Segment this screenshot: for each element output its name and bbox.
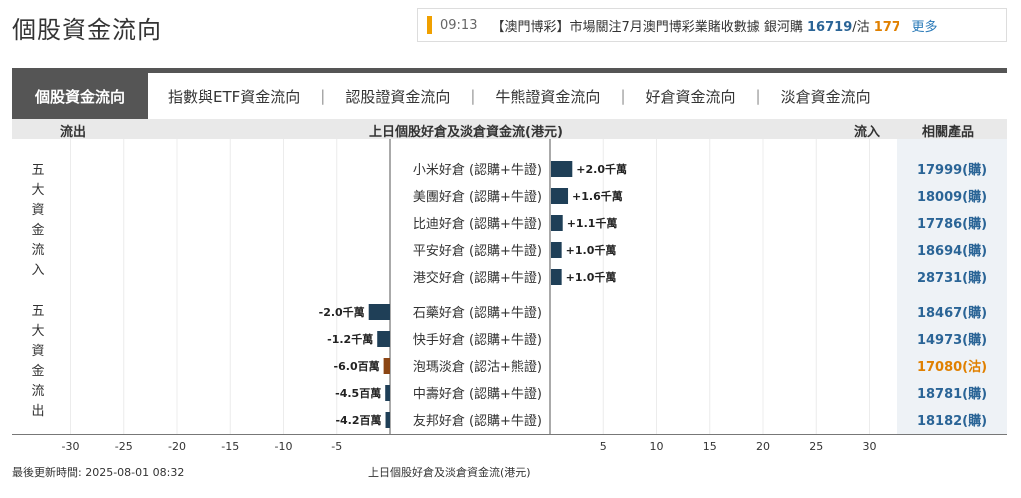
ticker-headline-prefix: 【澳門博彩】市場關注7月澳門博彩業賭收數據 銀河購	[491, 19, 808, 35]
x-tick-label: -30	[62, 440, 80, 453]
side-label-top-inflow: 五大資金流入	[31, 163, 45, 278]
header-outflow: 流出	[60, 125, 87, 140]
x-tick-label: 5	[600, 440, 607, 453]
outflow-bar[interactable]	[385, 412, 390, 428]
value-label: -2.0千萬	[319, 305, 365, 319]
related-product-link[interactable]: 18467(購)	[917, 305, 987, 321]
ticker-time: 09:13	[440, 17, 478, 33]
last-updated: 最後更新時間: 2025-08-01 08:32	[12, 466, 185, 479]
tab-separator: |	[320, 87, 326, 105]
outflow-bar[interactable]	[377, 331, 390, 347]
value-label: +1.0千萬	[566, 243, 617, 257]
related-product-link[interactable]: 14973(購)	[917, 332, 987, 348]
x-tick-label: 10	[650, 440, 664, 453]
category-label: 中壽好倉 (認購+牛證)	[413, 386, 542, 402]
ticker-headline-mid: /沽	[852, 19, 874, 35]
flow-chart: 小米好倉 (認購+牛證) +2.0千萬 17999(購) 美團好倉 (認購+牛證) +1…	[70, 139, 987, 435]
header-related-products: 相關產品	[922, 125, 975, 140]
ticker-accent-bar	[427, 16, 432, 34]
x-tick-label: -15	[221, 440, 239, 453]
category-label: 小米好倉 (認購+牛證)	[413, 162, 542, 178]
value-label: +2.0千萬	[576, 162, 627, 176]
related-product-link[interactable]: 18694(購)	[917, 243, 987, 259]
tab-bar: 個股資金流向 指數與ETF資金流向 | 認股證資金流向 | 牛熊證資金流向 | …	[12, 73, 1007, 119]
x-tick-label: 20	[756, 440, 770, 453]
related-product-link[interactable]: 18781(購)	[917, 386, 987, 402]
inflow-bar[interactable]	[551, 242, 562, 258]
ticker-headline[interactable]: 【澳門博彩】市場關注7月澳門博彩業賭收數據 銀河購 16719/沽 177...	[491, 16, 899, 35]
value-label: -4.5百萬	[335, 386, 381, 400]
category-label: 石藥好倉 (認購+牛證)	[413, 305, 542, 321]
tab-cbbc-flow[interactable]: 牛熊證資金流向	[495, 87, 601, 106]
category-label: 港交好倉 (認購+牛證)	[413, 270, 542, 286]
tab-stock-flow[interactable]: 個股資金流向	[12, 73, 148, 119]
inflow-bar[interactable]	[551, 188, 569, 204]
tab-separator: |	[755, 87, 761, 105]
related-product-link[interactable]: 28731(購)	[917, 270, 987, 286]
related-product-link[interactable]: 18182(購)	[917, 413, 987, 429]
x-tick-label: 30	[863, 440, 877, 453]
ticker-value-one: 16719	[807, 19, 853, 35]
x-tick-label: -10	[275, 440, 293, 453]
inflow-bar[interactable]	[551, 161, 573, 177]
related-product-link[interactable]: 17080(沽)	[917, 359, 987, 375]
value-label: -1.2千萬	[327, 332, 373, 346]
value-label: +1.1千萬	[567, 216, 618, 230]
x-tick-label: -20	[168, 440, 186, 453]
category-label: 友邦好倉 (認購+牛證)	[413, 413, 542, 429]
side-label-top-outflow: 五大資金流出	[31, 304, 45, 419]
chart-bottom-border	[12, 434, 1007, 435]
related-product-link[interactable]: 18009(購)	[917, 189, 987, 205]
category-label: 平安好倉 (認購+牛證)	[413, 243, 542, 259]
category-label: 比迪好倉 (認購+牛證)	[413, 216, 542, 232]
x-tick-label: -25	[115, 440, 133, 453]
header-center-title: 上日個股好倉及淡倉資金流(港元)	[369, 125, 563, 140]
tabs-top-border	[12, 68, 1007, 73]
flow-chart-area: 小米好倉 (認購+牛證) +2.0千萬 17999(購) 美團好倉 (認購+牛證) +1…	[12, 139, 1007, 435]
category-label: 泡瑪淡倉 (認沽+熊證)	[413, 359, 542, 375]
table-header: 流出 上日個股好倉及淡倉資金流(港元) 流入 相關產品	[12, 119, 1007, 140]
ticker-value-two: 177...	[873, 19, 900, 35]
news-ticker[interactable]: 09:13 【澳門博彩】市場關注7月澳門博彩業賭收數據 銀河購 16719/沽 …	[417, 8, 1007, 42]
tab-separator: |	[620, 87, 626, 105]
x-tick-label: 15	[703, 440, 717, 453]
outflow-bar[interactable]	[385, 385, 390, 401]
more-link[interactable]: 更多	[911, 19, 938, 35]
value-label: -6.0百萬	[334, 359, 380, 373]
x-tick-label: -5	[331, 440, 342, 453]
related-product-link[interactable]: 17999(購)	[917, 162, 987, 178]
value-label: -4.2百萬	[335, 413, 381, 427]
tab-long-flow[interactable]: 好倉資金流向	[645, 87, 736, 106]
header-inflow: 流入	[854, 125, 881, 140]
value-label: +1.6千萬	[572, 189, 623, 203]
related-product-link[interactable]: 17786(購)	[917, 216, 987, 232]
outflow-bar[interactable]	[383, 358, 390, 374]
tab-warrant-flow[interactable]: 認股證資金流向	[345, 87, 451, 106]
related-products-column	[897, 139, 1007, 435]
x-tick-label: 25	[809, 440, 823, 453]
category-label: 美團好倉 (認購+牛證)	[413, 189, 542, 205]
x-axis: -30 -25 -20 -15 -10 -5 5 10 15 20 25 30	[62, 440, 877, 453]
category-label: 快手好倉 (認購+牛證)	[413, 332, 542, 348]
page-title: 個股資金流向	[12, 16, 162, 44]
tab-separator: |	[470, 87, 476, 105]
tab-short-flow[interactable]: 淡倉資金流向	[780, 87, 871, 106]
inflow-bar[interactable]	[551, 269, 562, 285]
tab-index-etf-flow[interactable]: 指數與ETF資金流向	[168, 87, 301, 106]
value-label: +1.0千萬	[566, 270, 617, 284]
outflow-bar[interactable]	[368, 304, 390, 320]
footer-caption: 上日個股好倉及淡倉資金流(港元)	[368, 466, 531, 479]
inflow-bar[interactable]	[551, 215, 563, 231]
